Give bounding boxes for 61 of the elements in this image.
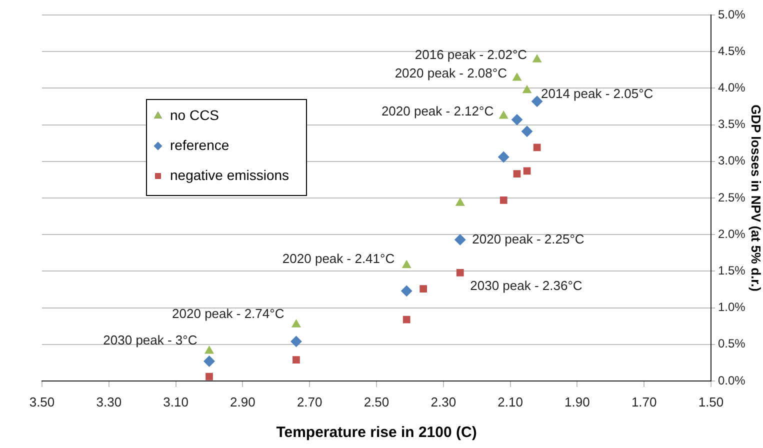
point xyxy=(292,356,300,364)
point xyxy=(532,54,542,62)
point xyxy=(522,126,533,137)
point xyxy=(522,85,532,94)
annotation: 2016 peak - 2.02°C xyxy=(414,47,528,62)
annotation: 2020 peak - 2.12°C xyxy=(381,104,494,119)
x-tick-label: 2.30 xyxy=(430,394,456,410)
point xyxy=(206,372,213,380)
y-tick-label: 0.5% xyxy=(718,336,746,351)
annotation: 2020 peak - 2.08°C xyxy=(394,66,507,81)
x-tick-label: 2.90 xyxy=(230,394,256,410)
x-tick-label: 1.90 xyxy=(564,394,590,410)
point xyxy=(204,356,215,367)
annotation: 2020 peak - 2.74°C xyxy=(172,306,284,322)
y-axis-title: GDP losses in NPV (at 5% d.r.) xyxy=(748,104,763,292)
x-tick-label: 2.10 xyxy=(498,394,523,410)
x-tick-label: 1.50 xyxy=(698,394,724,410)
point xyxy=(292,320,301,328)
point xyxy=(499,111,508,119)
y-tick-label: 2.5% xyxy=(718,190,746,204)
legend-label: no CCS xyxy=(170,106,220,123)
annotation: 2030 peak - 2.36°C xyxy=(470,278,582,294)
x-axis-title: Temperature rise in 2100 (C) xyxy=(276,424,477,442)
y-tick-label: 0.0% xyxy=(718,373,746,388)
point xyxy=(512,72,522,81)
point xyxy=(513,170,521,178)
point xyxy=(402,260,411,268)
y-tick-label: 5.0% xyxy=(718,7,746,22)
point xyxy=(204,346,214,354)
x-tick-label: 3.30 xyxy=(96,394,122,410)
point xyxy=(402,316,410,324)
x-tick-label: 1.70 xyxy=(631,394,657,410)
point xyxy=(420,285,428,292)
point xyxy=(454,234,466,246)
x-tick-label: 2.50 xyxy=(364,394,390,410)
point xyxy=(456,268,464,276)
x-tick-label: 3.10 xyxy=(163,394,188,410)
legend-label: negative emissions xyxy=(170,166,290,183)
point xyxy=(290,336,302,347)
point xyxy=(500,196,508,204)
point xyxy=(523,167,531,175)
x-tick-label: 2.70 xyxy=(296,394,322,410)
point xyxy=(511,114,522,126)
y-tick-label: 4.5% xyxy=(718,44,746,58)
y-tick-label: 1.0% xyxy=(718,300,746,314)
point xyxy=(456,198,465,206)
x-tick-label: 3.50 xyxy=(29,394,55,410)
y-tick-label: 1.5% xyxy=(718,264,746,278)
legend-label: reference xyxy=(170,136,230,153)
y-tick-label: 3.0% xyxy=(718,154,746,168)
y-tick-label: 3.5% xyxy=(718,117,746,132)
y-tick-label: 4.0% xyxy=(718,80,746,95)
y-tick-label: 2.0% xyxy=(718,226,746,241)
annotation: 2020 peak - 2.41°C xyxy=(282,250,395,266)
annotation: 2020 peak - 2.25°C xyxy=(472,231,584,246)
point xyxy=(533,144,541,152)
point xyxy=(401,285,412,296)
point xyxy=(532,96,543,107)
annotation: 2014 peak - 2.05°C xyxy=(541,86,654,101)
point xyxy=(498,152,510,163)
annotation: 2030 peak - 3°C xyxy=(103,332,198,348)
